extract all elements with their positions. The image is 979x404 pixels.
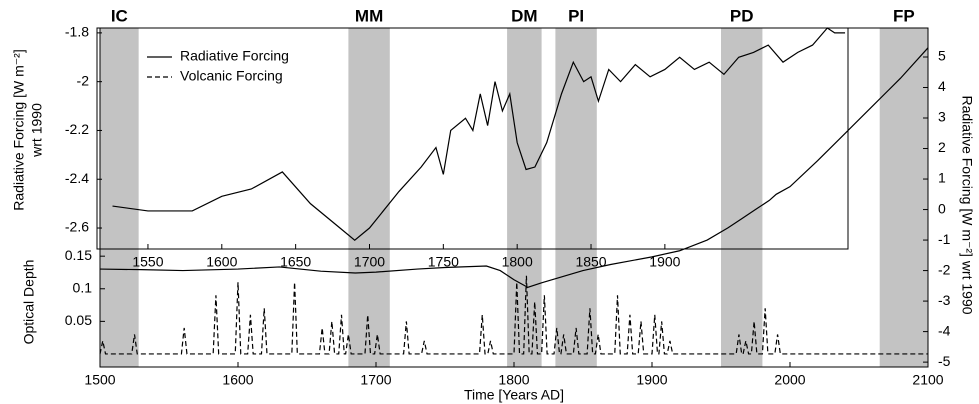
inset-x-tick-label: 1550 (132, 254, 163, 270)
series-line (99, 275, 928, 355)
x-axis-label: Time [Years AD] (464, 387, 564, 403)
period-label: IC (111, 6, 128, 25)
y2-tick-label: -1 (938, 231, 951, 247)
period-bands (100, 28, 928, 367)
y2-tick-label: -2 (938, 261, 951, 277)
period-label: DM (511, 6, 537, 25)
inset-frame (96, 27, 849, 250)
legend-label: Radiative Forcing (180, 48, 289, 64)
y2-tick-label: -5 (938, 353, 951, 369)
inset-x-tick-label: 1700 (354, 254, 385, 270)
period-band (348, 28, 390, 367)
y2-tick-label: 2 (938, 139, 946, 155)
period-label: PD (730, 6, 754, 25)
inset-x-tick-label: 1900 (649, 254, 680, 270)
y2-tick-label: -4 (938, 322, 951, 338)
x-tick-label: 1600 (222, 372, 253, 388)
y2-tick-label: -3 (938, 292, 951, 308)
y2-tick-label: 3 (938, 109, 946, 125)
period-band (100, 28, 139, 367)
y-axis-label: Optical Depth (21, 260, 37, 345)
inset-y-tick-label: -2.2 (65, 121, 89, 137)
y-tick-label: 0.15 (65, 247, 92, 263)
period-band (721, 28, 763, 367)
series-line (112, 27, 846, 241)
x-tick-label: 1800 (498, 372, 529, 388)
inset-x-tick-label: 1650 (280, 254, 311, 270)
x-tick-label: 1700 (360, 372, 391, 388)
period-label: PI (568, 6, 584, 25)
inset-y-axis-label: wrt 1990 (29, 103, 45, 158)
inset-x-tick-label: 1600 (206, 254, 237, 270)
period-band (879, 28, 928, 367)
y2-axis-label: Radiative Forcing [W m⁻²] wrt 1990 (959, 95, 975, 314)
y2-tick-label: 0 (938, 200, 946, 216)
inset-y-tick-label: -2.6 (65, 219, 89, 235)
period-band (507, 28, 542, 367)
period-label: MM (355, 6, 383, 25)
y2-tick-label: 5 (938, 48, 946, 64)
x-tick-label: 1900 (636, 372, 667, 388)
y2-tick-label: 4 (938, 78, 946, 94)
y2-tick-label: 1 (938, 170, 946, 186)
x-tick-label: 1500 (84, 372, 115, 388)
legend-label: Volcanic Forcing (180, 68, 283, 84)
period-label: FP (893, 6, 915, 25)
inset-x-tick-label: 1800 (502, 254, 533, 270)
series-line (99, 47, 929, 289)
inset-y-tick-label: -1.8 (65, 24, 89, 40)
y-tick-label: 0.05 (65, 312, 92, 328)
inset-y-tick-label: -2 (77, 72, 90, 88)
x-tick-label: 2000 (774, 372, 805, 388)
inset-x-tick-label: 1850 (575, 254, 606, 270)
y-tick-label: 0.1 (73, 279, 93, 295)
x-tick-label: 2100 (912, 372, 943, 388)
inset-y-tick-label: -2.4 (65, 170, 89, 186)
plot (99, 27, 929, 355)
inset-x-tick-label: 1750 (428, 254, 459, 270)
inset-y-axis-label: Radiative Forcing [W m⁻²] (11, 49, 27, 210)
